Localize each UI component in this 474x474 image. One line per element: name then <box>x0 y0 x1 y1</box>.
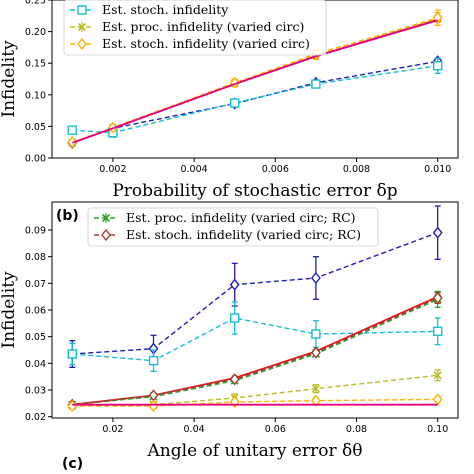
panel-b-series-6-point <box>432 393 443 406</box>
panel-a-x-tick-label: 0.008 <box>343 164 370 175</box>
panel-a-series-1-point <box>229 98 240 108</box>
panel-a-y-tick-label: 0.20 <box>25 27 46 38</box>
panel-a-legend-entry: Est. proc. infidelity (varied circ) <box>102 19 304 34</box>
panel-a-legend-marker <box>77 37 87 51</box>
panel-a-chart: 0.002 0.004 0.006 0.008 0.010 0.00 0.05 0.10 0.1… <box>0 0 459 201</box>
panel-b-legend-box <box>87 207 379 247</box>
panel-a-x-tick-label: 0.006 <box>262 164 289 175</box>
panel-a-x-tick-label: 0.010 <box>424 164 451 175</box>
panel-a-legend: Est. stoch. infidelity Est. proc. infidel… <box>63 0 327 56</box>
panel-a-legend-marker <box>77 22 87 32</box>
panel-b-legend-entry: Est. stoch. infidelity (varied circ; RC) <box>126 227 361 242</box>
panel-b-y-tick-label: 0.06 <box>25 306 46 317</box>
panel-a-y-tick-label: 0.00 <box>25 154 46 165</box>
panel-a-legend-entry: Est. stoch. infidelity <box>102 2 229 17</box>
panel-a-y-tick-label: 0.05 <box>25 122 46 133</box>
panel-b-series-6-point <box>311 394 321 407</box>
panel-b-series-1-point <box>229 313 240 323</box>
panel-a-series-0-line <box>72 60 438 144</box>
panel-b-series-4-line <box>72 297 438 406</box>
panel-b-series-0-point <box>432 226 443 239</box>
panel-b-series-6 <box>67 393 443 413</box>
panel-a-y-tick-label: 0.10 <box>25 90 46 101</box>
panel-b-y-tick-label: 0.07 <box>25 279 46 290</box>
panel-b-x-tick-label: 0.08 <box>346 424 367 435</box>
panel-a-series-5 <box>71 19 438 144</box>
panel-b-series-1-point <box>67 349 78 359</box>
panel-a-axes-frame <box>51 0 459 159</box>
panel-a-x-tick-label: 0.004 <box>180 164 207 175</box>
panel-b-series-0-point <box>229 278 240 291</box>
panel-b-series-0-line <box>72 232 438 355</box>
panel-a-series-1-point <box>433 61 443 71</box>
panel-a-legend-entry: Est. stoch. infidelity (varied circ) <box>102 36 310 51</box>
panel-b-series-5-line <box>72 374 438 407</box>
panel-b-y-tick-label: 0.02 <box>25 412 46 423</box>
panel-b-series-3-line <box>72 298 438 406</box>
panel-a-y-axis-label: Infidelity <box>0 40 19 118</box>
panel-b-series-1-point <box>311 329 321 339</box>
panel-b-y-axis-label: Infidelity <box>0 271 19 349</box>
panel-a-series-0 <box>67 55 443 149</box>
panel-a-x-axis-label: Probability of stochastic error δp <box>112 181 397 201</box>
panel-b-y-tick-label: 0.03 <box>25 386 46 397</box>
panel-b-x-tick-label: 0.04 <box>184 424 205 435</box>
panel-a-y-tick-label: 0.15 <box>25 59 46 70</box>
panel-a-series-1-point <box>311 79 321 89</box>
panel-b-series-5 <box>68 369 442 411</box>
panel-b-legend-marker <box>101 228 111 242</box>
panel-b-legend-entry: Est. proc. infidelity (varied circ; RC) <box>126 210 356 225</box>
panel-b-series-1-point <box>433 326 443 337</box>
panel-b-series-0-point <box>311 271 321 285</box>
panel-b-series-2-line <box>72 295 439 406</box>
panel-a-x-tick-label: 0.002 <box>99 164 126 175</box>
panel-b-series-5-point <box>433 371 442 380</box>
panel-b-series-4-point <box>432 291 443 305</box>
panel-c-label: (c) <box>62 456 83 472</box>
panel-a-legend-marker <box>77 5 87 15</box>
panel-b-panel-label: (b) <box>56 208 79 224</box>
panel-b-x-tick-label: 0.10 <box>427 424 448 435</box>
panel-b-y-tick-label: 0.09 <box>25 226 46 237</box>
panel-b-x-axis-label: Angle of unitary error δθ <box>147 441 363 461</box>
panel-b-series-5-point <box>311 384 320 393</box>
panel-a-y-tick-label: 0.25 <box>25 0 46 7</box>
panel-b-x-tick-label: 0.06 <box>265 424 286 435</box>
panel-a-legend-box <box>63 0 327 56</box>
panel-b-y-tick-label: 0.05 <box>25 332 46 343</box>
panel-b-legend-marker <box>101 213 111 223</box>
panel-b-series-1-point <box>148 355 159 366</box>
panel-b-y-tick-label: 0.08 <box>25 252 46 263</box>
panel-b-series-4-point <box>311 346 321 359</box>
panel-b-y-tick-label: 0.04 <box>25 359 46 370</box>
panel-b-series-4-point <box>229 373 240 386</box>
panel-b-legend: Est. proc. infidelity (varied circ; RC) E… <box>87 207 379 247</box>
panel-a-series-1-point <box>67 125 78 135</box>
panel-b-chart: 0.02 0.04 0.06 0.08 0.10 0.02 0.03 0.04 0.05 0.06… <box>0 201 459 461</box>
panel-b-x-tick-label: 0.02 <box>102 424 123 435</box>
panel-a-series-5-line <box>71 19 438 144</box>
panel-b-series-1 <box>67 301 443 372</box>
panel-b-series-3 <box>68 290 442 409</box>
